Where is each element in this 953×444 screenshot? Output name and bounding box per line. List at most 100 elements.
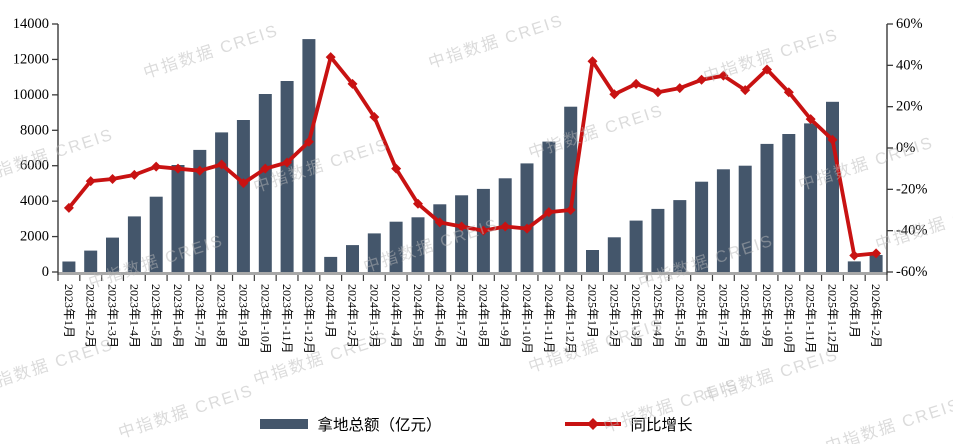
x-axis-category-label: 2024年1-10月 [520,284,534,354]
line-marker-diamond [609,89,620,100]
x-axis-category-label: 2023年1-8月 [215,284,229,348]
x-axis-category-label: 2023年1月 [62,284,76,338]
line-marker-diamond [151,161,162,172]
x-axis-category-label: 2026年1月 [847,284,861,338]
left-axis-tick-label: 4000 [20,193,49,209]
x-axis-category-label: 2024年1月 [324,284,338,338]
x-axis-category-label: 2026年1-2月 [869,284,883,348]
bar [193,149,207,272]
x-axis-category-label: 2023年1-12月 [302,284,316,354]
line-marker-diamond [631,78,642,89]
bar [760,143,774,272]
x-axis-category-label: 2025年1月 [585,284,599,338]
right-axis-tick-label: -20% [896,181,927,197]
bar [847,261,861,272]
x-axis-category-label: 2025年1-8月 [738,284,752,348]
bar [149,196,163,272]
line-series-label: 同比增长 [630,417,693,434]
right-axis-tick-label: 40% [896,57,923,73]
x-axis-category-label: 2024年1-11月 [542,284,556,354]
left-axis-tick-label: 6000 [20,158,49,174]
bar [804,123,818,273]
x-axis-category-label: 2025年1-3月 [629,284,643,348]
left-axis-tick-label: 12000 [13,51,49,67]
line-marker-diamond [696,74,707,85]
bar [367,233,381,272]
x-axis-category-label: 2023年1-9月 [236,284,250,348]
bar [716,169,730,272]
line-marker-diamond [478,225,489,236]
line-marker-diamond [303,136,314,147]
right-axis-tick-label: 0% [896,140,915,156]
line-marker-diamond [194,165,205,176]
line-marker-diamond [347,78,358,89]
x-axis-category-label: 2023年1-3月 [106,284,120,348]
right-axis-tick-label: -60% [896,264,927,280]
x-axis-category-label: 2025年1-4月 [651,284,665,348]
legend-item-line: 同比增长 [564,413,693,435]
bar [346,245,359,272]
line-marker-diamond [216,159,227,170]
bar [433,204,447,272]
line-marker-diamond [718,70,729,81]
bar [629,220,643,272]
bar [651,208,665,272]
bar [564,106,578,272]
bar [826,101,839,272]
bar [673,200,687,272]
line-marker-diamond [805,114,816,125]
x-axis-category-label: 2025年1-10月 [782,284,796,354]
bar [62,261,76,272]
x-axis-category-label: 2024年1-6月 [433,284,447,348]
line-marker-diamond [260,163,271,174]
x-axis-category-label: 2025年1-9月 [760,284,774,348]
x-axis-category-label: 2025年1-6月 [695,284,709,348]
x-axis-category-label: 2024年1-4月 [389,284,403,348]
line-series-swatch [564,418,621,430]
bar [258,94,272,272]
x-axis-category-label: 2025年1-12月 [825,284,839,354]
bar [869,255,883,272]
line-marker-diamond [85,176,96,187]
right-axis-tick-label: 20% [896,99,923,115]
left-axis-tick-label: 0 [42,264,49,280]
right-axis-tick-label: -40% [896,223,927,239]
line-marker-diamond [369,112,380,122]
line-marker-diamond [238,178,249,189]
line-marker-diamond [325,52,336,63]
x-axis-category-label: 2025年1-7月 [716,284,730,348]
bar-series-swatch [260,419,309,429]
bar [84,250,98,272]
bar [738,165,752,272]
x-axis-category-label: 2024年1-3月 [367,284,381,348]
line-marker-diamond [871,248,882,259]
left-axis-tick-label: 2000 [20,229,49,245]
line-marker-diamond [587,56,598,67]
x-axis-category-label: 2023年1-5月 [149,284,163,348]
left-axis-tick-label: 10000 [13,87,49,103]
x-axis-category-label: 2023年1-7月 [193,284,207,348]
line-marker-diamond [827,134,838,145]
line-marker-diamond [740,85,751,96]
x-axis-category-label: 2023年1-4月 [127,284,141,348]
legend-diamond-icon [586,418,599,430]
line-marker-diamond [107,174,118,184]
bar [695,181,709,272]
x-axis-category-label: 2024年1-7月 [455,284,469,348]
x-axis-category-label: 2025年1-11月 [804,284,818,354]
bar [411,217,425,272]
x-axis-category-label: 2024年1-9月 [498,284,512,348]
bar [455,195,469,272]
bar [607,237,621,272]
bar [520,163,534,272]
bar [127,216,141,272]
line-marker-diamond [129,169,140,180]
x-axis-category-label: 2023年1-11月 [280,284,294,354]
bar [106,237,119,272]
line-marker-diamond [456,221,467,232]
right-axis-tick-label: 60% [896,16,923,32]
bar [324,256,338,272]
bar [171,165,185,272]
bar [389,221,403,272]
